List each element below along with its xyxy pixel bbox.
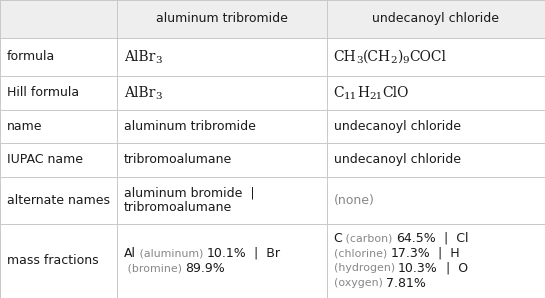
Text: 3: 3: [155, 56, 162, 65]
Text: |  O: | O: [438, 262, 468, 275]
Text: aluminum tribromide: aluminum tribromide: [156, 13, 288, 26]
Text: IUPAC name: IUPAC name: [7, 153, 82, 167]
Text: ClO: ClO: [383, 86, 409, 100]
Text: tribromoalumane: tribromoalumane: [124, 153, 232, 167]
Text: (aluminum): (aluminum): [136, 248, 207, 258]
Text: 11: 11: [344, 92, 358, 101]
Text: (hydrogen): (hydrogen): [334, 263, 398, 273]
Text: 17.3%: 17.3%: [390, 247, 430, 260]
Text: H: H: [358, 86, 370, 100]
Text: (carbon): (carbon): [342, 233, 396, 243]
Text: (none): (none): [334, 194, 374, 207]
Text: formula: formula: [7, 50, 55, 63]
Text: alternate names: alternate names: [7, 194, 110, 207]
Text: aluminum tribromide: aluminum tribromide: [124, 120, 256, 133]
Text: 2: 2: [391, 56, 397, 65]
Text: |  Cl: | Cl: [436, 232, 468, 245]
Text: undecanoyl chloride: undecanoyl chloride: [372, 13, 500, 26]
Text: COCl: COCl: [409, 50, 446, 64]
Text: |  H: | H: [430, 247, 459, 260]
Text: name: name: [7, 120, 42, 133]
Text: |  Br: | Br: [246, 247, 280, 260]
Text: Hill formula: Hill formula: [7, 86, 78, 99]
Text: tribromoalumane: tribromoalumane: [124, 201, 232, 214]
Text: (oxygen): (oxygen): [334, 278, 386, 288]
Text: undecanoyl chloride: undecanoyl chloride: [334, 120, 461, 133]
Text: ): ): [397, 50, 403, 64]
Text: CH: CH: [334, 50, 356, 64]
Text: (chlorine): (chlorine): [334, 248, 390, 258]
Text: Al: Al: [124, 247, 136, 260]
Text: 10.1%: 10.1%: [207, 247, 246, 260]
Text: 21: 21: [370, 92, 383, 101]
Text: 7.81%: 7.81%: [386, 277, 426, 290]
Bar: [0, 0, 545, 38]
Text: 10.3%: 10.3%: [398, 262, 438, 275]
Text: 89.9%: 89.9%: [185, 262, 225, 275]
Text: mass fractions: mass fractions: [7, 254, 98, 267]
Text: 3: 3: [155, 92, 162, 101]
Text: aluminum bromide  |: aluminum bromide |: [124, 187, 255, 199]
Text: AlBr: AlBr: [124, 86, 155, 100]
Text: undecanoyl chloride: undecanoyl chloride: [334, 153, 461, 167]
Text: C: C: [334, 232, 342, 245]
Text: 9: 9: [403, 56, 409, 65]
Text: (bromine): (bromine): [124, 263, 185, 273]
Text: 64.5%: 64.5%: [396, 232, 436, 245]
Text: (CH: (CH: [363, 50, 391, 64]
Text: 3: 3: [356, 56, 363, 65]
Text: AlBr: AlBr: [124, 50, 155, 64]
Text: C: C: [334, 86, 344, 100]
